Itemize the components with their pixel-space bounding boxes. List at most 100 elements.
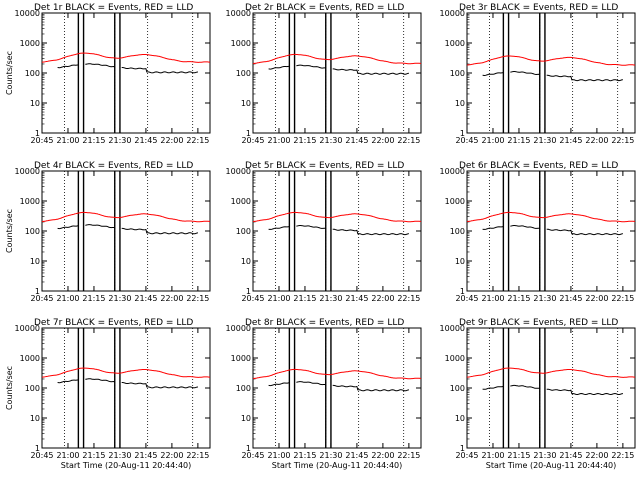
x-tick-label: 22:00 <box>371 451 394 460</box>
x-tick-label: 21:00 <box>481 294 504 303</box>
y-tick-label: 10000 <box>15 9 40 18</box>
x-tick-label: 20:45 <box>455 136 478 145</box>
x-tick-label: 21:30 <box>108 136 131 145</box>
y-tick-label: 100 <box>450 69 465 78</box>
y-tick-label: 10000 <box>440 9 465 18</box>
y-tick-label: 1 <box>35 287 40 296</box>
x-axis-label: Start Time (20-Aug-11 20:44:40) <box>61 461 192 470</box>
panel-title: Det 5r BLACK = Events, RED = LLD <box>245 161 404 171</box>
events-series-line <box>268 64 409 75</box>
y-tick-label: 1000 <box>231 39 251 48</box>
detector-panel-8: Det 8r BLACK = Events, RED = LLD 1 10 100 10… <box>226 318 422 470</box>
y-tick-label: 10000 <box>440 324 465 333</box>
y-tick-label: 1000 <box>20 197 40 206</box>
y-tick-label: 10 <box>30 99 40 108</box>
x-tick-label: 21:45 <box>345 294 368 303</box>
x-tick-label: 22:15 <box>186 294 209 303</box>
x-tick-label: 20:45 <box>241 136 264 145</box>
detector-panel-4: Det 4r BLACK = Events, RED = LLD 1 10 100 10… <box>5 161 211 303</box>
panel-title: Det 3r BLACK = Events, RED = LLD <box>459 3 618 13</box>
y-tick-label: 10 <box>241 257 251 266</box>
x-tick-label: 22:00 <box>160 294 183 303</box>
y-axis-label: Counts/sec <box>5 51 14 95</box>
x-tick-label: 21:30 <box>108 294 131 303</box>
y-tick-label: 1000 <box>20 39 40 48</box>
events-series-line <box>482 384 624 396</box>
x-tick-label: 21:00 <box>56 451 79 460</box>
x-tick-label: 21:45 <box>559 136 582 145</box>
x-tick-label: 21:15 <box>507 294 530 303</box>
y-tick-label: 1 <box>460 129 465 138</box>
lld-series-line <box>41 211 211 223</box>
lld-series-line <box>42 367 211 378</box>
panel-title: Det 6r BLACK = Events, RED = LLD <box>459 161 618 171</box>
plot-frame <box>466 170 636 292</box>
y-tick-label: 1 <box>246 444 251 453</box>
x-tick-label: 21:30 <box>533 451 556 460</box>
panel-title: Det 4r BLACK = Events, RED = LLD <box>34 161 193 171</box>
plot-frame <box>41 170 211 292</box>
detector-panel-1: Det 1r BLACK = Events, RED = LLD 1 10 100 10… <box>5 3 211 145</box>
x-tick-label: 22:00 <box>160 451 183 460</box>
x-tick-label: 21:45 <box>559 451 582 460</box>
x-tick-label: 21:00 <box>56 294 79 303</box>
panel-title: Det 7r BLACK = Events, RED = LLD <box>34 318 193 328</box>
x-tick-label: 21:30 <box>533 136 556 145</box>
y-tick-label: 1000 <box>445 39 465 48</box>
events-series-line <box>57 378 199 389</box>
y-tick-label: 1 <box>35 129 40 138</box>
detector-panel-3: Det 3r BLACK = Events, RED = LLD 1 10 100 10… <box>440 3 636 145</box>
x-tick-label: 22:00 <box>371 136 394 145</box>
x-tick-label: 21:15 <box>507 136 530 145</box>
lld-series-line <box>252 368 422 380</box>
y-tick-label: 10000 <box>226 324 251 333</box>
x-tick-label: 21:00 <box>56 136 79 145</box>
x-tick-label: 21:30 <box>319 451 342 460</box>
x-tick-label: 21:30 <box>108 451 131 460</box>
x-tick-label: 21:00 <box>481 136 504 145</box>
y-tick-label: 100 <box>236 69 251 78</box>
y-tick-label: 1 <box>460 287 465 296</box>
lld-series-line <box>467 367 636 378</box>
x-tick-label: 20:45 <box>30 294 53 303</box>
x-tick-label: 21:00 <box>481 451 504 460</box>
panel-title: Det 9r BLACK = Events, RED = LLD <box>459 318 618 328</box>
plot-frame <box>252 327 422 449</box>
x-tick-label: 21:15 <box>293 136 316 145</box>
y-tick-label: 10 <box>30 257 40 266</box>
y-tick-label: 10000 <box>226 9 251 18</box>
x-tick-label: 20:45 <box>241 294 264 303</box>
x-tick-label: 22:15 <box>611 451 634 460</box>
x-tick-label: 21:30 <box>319 294 342 303</box>
detector-panel-7: Det 7r BLACK = Events, RED = LLD 1 10 100 10… <box>5 318 211 470</box>
plot-frame <box>466 12 636 134</box>
y-tick-label: 10000 <box>440 167 465 176</box>
x-tick-label: 22:15 <box>611 294 634 303</box>
y-axis-label: Counts/sec <box>5 209 14 253</box>
y-tick-label: 1 <box>35 444 40 453</box>
x-tick-label: 21:00 <box>267 136 290 145</box>
lld-series-line <box>252 53 422 65</box>
panel-title: Det 1r BLACK = Events, RED = LLD <box>34 3 193 13</box>
x-tick-label: 21:45 <box>134 136 157 145</box>
panel-title: Det 2r BLACK = Events, RED = LLD <box>245 3 404 13</box>
x-axis-label: Start Time (20-Aug-11 20:44:40) <box>486 461 617 470</box>
x-tick-label: 21:15 <box>82 294 105 303</box>
x-tick-label: 21:15 <box>82 136 105 145</box>
x-tick-label: 21:15 <box>293 294 316 303</box>
x-axis-label: Start Time (20-Aug-11 20:44:40) <box>272 461 403 470</box>
y-tick-label: 10000 <box>15 324 40 333</box>
x-tick-label: 21:00 <box>267 451 290 460</box>
panel-title: Det 8r BLACK = Events, RED = LLD <box>245 318 404 328</box>
y-tick-label: 10000 <box>226 167 251 176</box>
x-tick-label: 22:00 <box>371 294 394 303</box>
y-tick-label: 1000 <box>445 197 465 206</box>
x-tick-label: 20:45 <box>455 451 478 460</box>
y-tick-label: 10 <box>455 99 465 108</box>
y-tick-label: 10 <box>241 99 251 108</box>
y-tick-label: 1000 <box>445 354 465 363</box>
lld-series-line <box>252 211 422 223</box>
events-series-line <box>482 71 623 82</box>
x-tick-label: 21:45 <box>559 294 582 303</box>
x-tick-label: 21:15 <box>507 451 530 460</box>
